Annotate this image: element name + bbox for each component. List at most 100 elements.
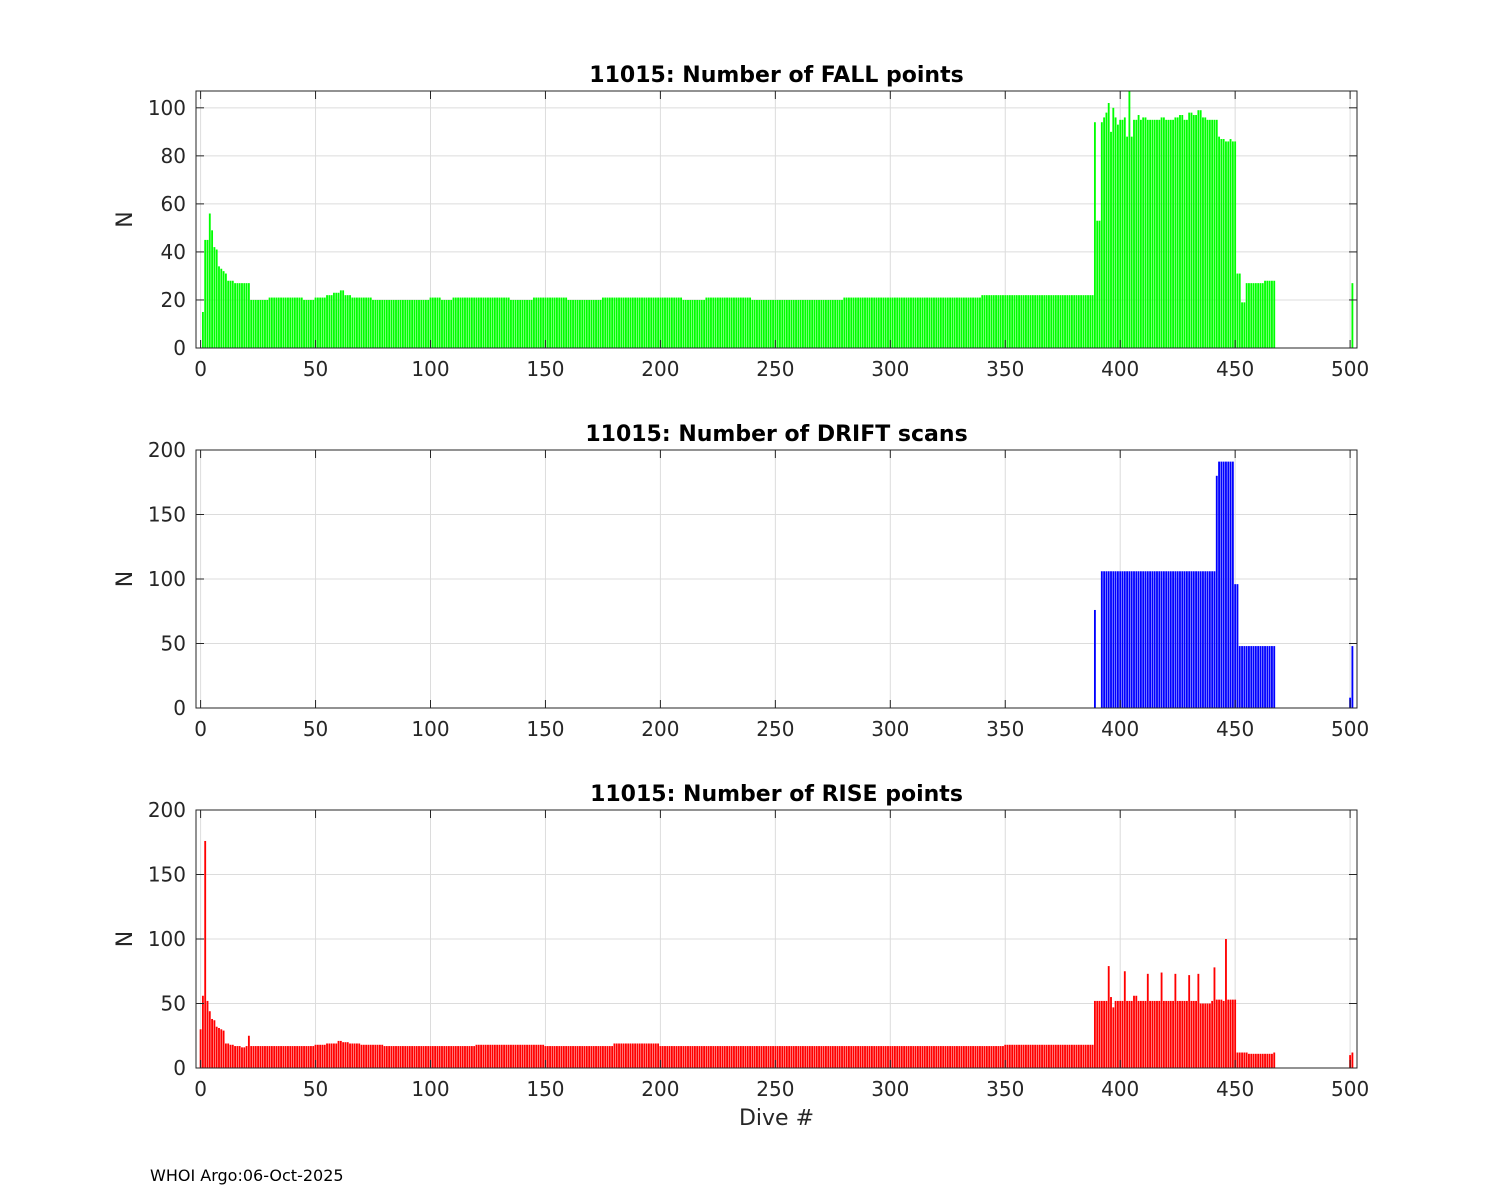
data-bar <box>1231 141 1234 348</box>
data-bar <box>229 1044 232 1068</box>
data-bar <box>953 297 956 348</box>
data-bar <box>592 1046 595 1068</box>
data-bar <box>484 297 487 348</box>
data-bar <box>820 299 823 348</box>
data-bar <box>995 295 997 348</box>
data-bar <box>572 1046 574 1068</box>
y-axis-label: N <box>113 931 138 947</box>
data-bar <box>1139 571 1142 708</box>
footer-credit: WHOI Argo:06-Oct-2025 <box>150 1166 344 1185</box>
data-bar <box>319 1044 322 1068</box>
data-bar <box>790 1046 793 1068</box>
data-bar <box>848 297 850 348</box>
data-bar <box>965 297 968 348</box>
data-bar <box>275 297 278 348</box>
data-bar <box>875 297 878 348</box>
data-bar <box>1266 646 1269 708</box>
data-bar <box>222 1030 225 1068</box>
data-bar <box>638 297 641 348</box>
data-bar <box>551 1046 554 1068</box>
data-bar <box>926 1046 929 1068</box>
data-bar <box>935 297 938 348</box>
data-bar <box>604 297 607 348</box>
data-bar <box>698 1046 701 1068</box>
data-bar <box>1197 973 1200 1068</box>
data-bar <box>480 297 482 348</box>
data-bar <box>569 1046 572 1068</box>
data-bar <box>503 297 505 348</box>
data-bar <box>565 1046 568 1068</box>
data-bar <box>737 297 740 348</box>
data-bar <box>544 297 547 348</box>
data-bar <box>1204 1003 1207 1068</box>
y-tick-label: 20 <box>161 288 186 312</box>
data-bar <box>625 297 627 348</box>
data-bar <box>707 1046 710 1068</box>
data-bar <box>997 1046 1000 1068</box>
data-bar <box>811 299 814 348</box>
data-bar <box>1215 475 1218 708</box>
data-bar <box>873 297 876 348</box>
data-bar <box>1022 295 1025 348</box>
data-bar <box>330 1043 333 1068</box>
data-bar <box>1252 646 1255 708</box>
data-bar <box>1128 1000 1131 1068</box>
data-bar <box>1073 295 1076 348</box>
data-bar <box>820 1046 823 1068</box>
data-bar <box>960 297 963 348</box>
data-bar <box>1160 972 1163 1068</box>
data-bar <box>1225 939 1227 1068</box>
data-bar <box>666 297 669 348</box>
data-bar <box>864 1046 866 1068</box>
data-bar <box>790 299 793 348</box>
data-bar <box>1133 571 1135 708</box>
data-bar <box>236 283 239 348</box>
data-bar <box>567 1046 570 1068</box>
data-bar <box>900 297 903 348</box>
data-bar <box>328 295 331 348</box>
data-bar <box>836 299 839 348</box>
data-bar <box>333 292 335 348</box>
data-bar <box>459 1046 462 1068</box>
data-bar <box>1103 1000 1106 1068</box>
data-bar <box>1107 103 1110 348</box>
data-bar <box>1068 295 1071 348</box>
data-bar <box>199 1029 202 1068</box>
data-bar <box>418 299 420 348</box>
data-bar <box>861 1046 864 1068</box>
data-bar <box>1004 1044 1007 1068</box>
data-bar <box>625 1043 627 1068</box>
data-bar <box>454 297 457 348</box>
chart-title: 11015: Number of DRIFT scans <box>585 422 967 447</box>
data-bar <box>1264 280 1266 348</box>
data-bar <box>1204 117 1207 348</box>
data-bar <box>827 299 830 348</box>
data-bar <box>634 297 637 348</box>
data-bar <box>1119 1000 1122 1068</box>
data-bar <box>930 1046 933 1068</box>
data-bar <box>1091 295 1094 348</box>
data-bar <box>944 1046 947 1068</box>
data-bar <box>1004 295 1007 348</box>
data-bar <box>613 1043 616 1068</box>
data-bar <box>1153 1000 1156 1068</box>
data-bar <box>438 297 441 348</box>
data-bar <box>1174 117 1177 348</box>
data-bar <box>845 1046 848 1068</box>
data-bar <box>1100 571 1103 708</box>
data-bar <box>516 1044 519 1068</box>
data-bar <box>259 1046 262 1068</box>
data-bar <box>1110 571 1112 708</box>
data-bar <box>521 299 524 348</box>
data-bar <box>689 1046 692 1068</box>
data-bar <box>730 297 733 348</box>
data-bar <box>1268 646 1271 708</box>
data-bar <box>599 299 602 348</box>
x-tick-label: 450 <box>1216 1077 1254 1101</box>
data-bar <box>1243 302 1246 348</box>
data-bar <box>808 1046 811 1068</box>
data-bar <box>1234 584 1237 708</box>
x-tick-label: 0 <box>194 717 207 741</box>
data-bar <box>1149 119 1152 348</box>
data-bar <box>857 297 860 348</box>
